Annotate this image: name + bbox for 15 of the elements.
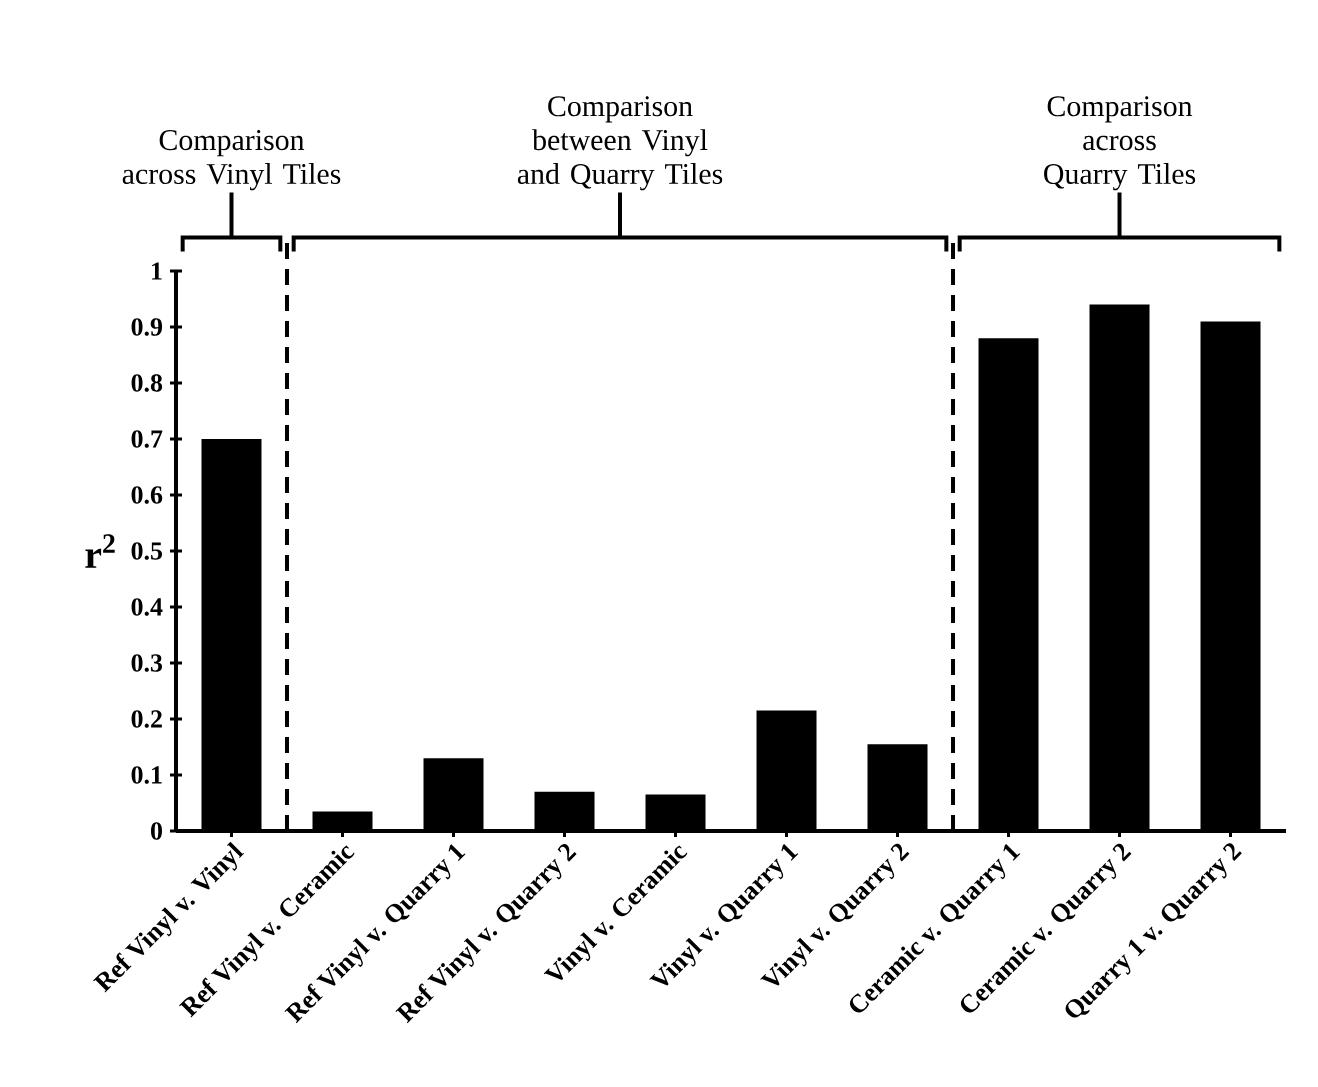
y-axis-title: r$^{2}$ — [85, 534, 115, 568]
y-tick-label: 0.7 — [131, 430, 163, 448]
text: Comparison across Vinyl Tiles — [122, 130, 341, 191]
y-tick-label: 0.3 — [131, 654, 163, 672]
y-tick-label: 0.4 — [131, 598, 163, 616]
text: Comparison between Vinyl and Quarry Tiles — [517, 96, 723, 191]
y-tick-label: 0.9 — [131, 318, 163, 336]
y-tick-label: 0.1 — [131, 766, 162, 784]
y-tick-label: 0.2 — [131, 710, 162, 728]
y-tick-label: 0.5 — [131, 542, 163, 560]
y-tick-label: 0.8 — [131, 374, 163, 392]
text: Comparison across Quarry Tiles — [1044, 96, 1196, 191]
y-tick-label: 0.6 — [131, 486, 163, 504]
y-tick-label: 0 — [151, 822, 162, 840]
y-tick-label: 1 — [152, 262, 162, 280]
